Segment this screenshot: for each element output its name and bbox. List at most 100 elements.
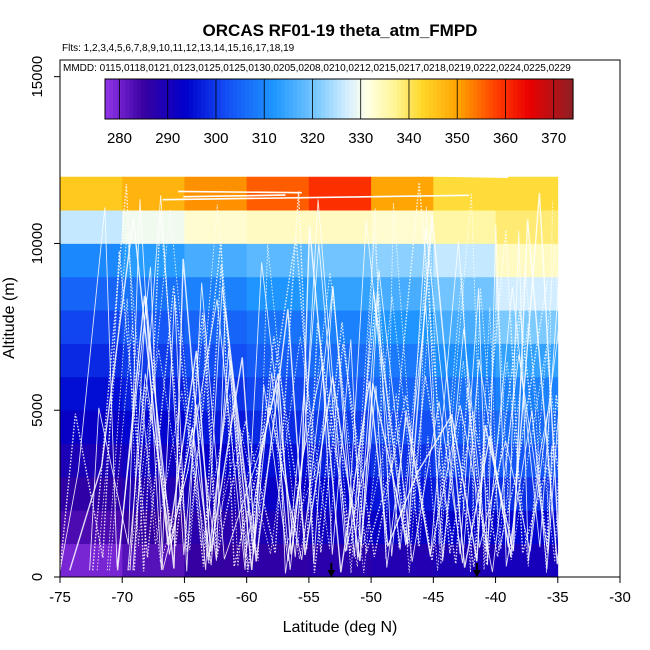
heatmap-cell (246, 210, 310, 244)
heatmap-cell (122, 176, 185, 211)
colorbar-segment (313, 79, 318, 119)
colorbar-segment (169, 79, 174, 119)
heatmap-cell (60, 276, 123, 311)
colorbar-segment (549, 79, 554, 119)
x-tick-label: -30 (609, 589, 631, 606)
colorbar-segment (441, 79, 446, 119)
colorbar-segment (345, 79, 350, 119)
colorbar-tick-label: 300 (203, 130, 228, 147)
heatmap-cell (308, 210, 372, 244)
colorbar-segment (465, 79, 470, 119)
colorbar-segment (205, 79, 210, 119)
heatmap-cell (495, 310, 559, 344)
colorbar-segment (265, 79, 270, 119)
flight-track (183, 194, 286, 198)
colorbar-segment (381, 79, 386, 119)
colorbar-segment (213, 79, 218, 119)
flight-tracks (59, 169, 594, 574)
colorbar-segment (109, 79, 114, 119)
colorbar-segment (133, 79, 138, 119)
flight-track (178, 190, 302, 194)
colorbar-segment (517, 79, 522, 119)
colorbar-segment (525, 79, 530, 119)
x-axis-label: Latitude (deg N) (283, 619, 398, 636)
y-axis: 0 5000 10000 15000 (29, 56, 60, 581)
colorbar-segment (469, 79, 474, 119)
colorbar-segment (289, 79, 294, 119)
colorbar-segment (141, 79, 146, 119)
heatmap-cell (371, 176, 434, 211)
colorbar-segment (409, 79, 414, 119)
colorbar-segment (541, 79, 546, 119)
colorbar-segment (197, 79, 202, 119)
colorbar-segment (497, 79, 502, 119)
colorbar-segment (257, 79, 262, 119)
heatmap-cell (433, 210, 496, 244)
colorbar-segment (481, 79, 486, 119)
colorbar-segment (437, 79, 442, 119)
colorbar-segment (349, 79, 354, 119)
colorbar-segment (385, 79, 390, 119)
colorbar-segment (429, 79, 434, 119)
colorbar-segment (545, 79, 550, 119)
flight-track (89, 180, 567, 574)
colorbar-segment (245, 79, 250, 119)
colorbar-segment (281, 79, 286, 119)
colorbar-segment (513, 79, 518, 119)
colorbar-segment (493, 79, 498, 119)
heatmap-cell (60, 543, 123, 578)
colorbar-segment (501, 79, 506, 119)
colorbar-segment (417, 79, 422, 119)
flight-track (59, 207, 553, 573)
colorbar-segment (305, 79, 310, 119)
flight-track (198, 170, 509, 178)
heatmap-cell (246, 243, 310, 278)
x-tick-label: -55 (298, 589, 320, 606)
colorbar-segment (353, 79, 358, 119)
colorbar-segment (185, 79, 190, 119)
x-tick-label: -65 (174, 589, 196, 606)
colorbar-segment (341, 79, 346, 119)
colorbar-segment (129, 79, 134, 119)
colorbar-segment (189, 79, 194, 119)
heatmap-cell (433, 176, 496, 211)
colorbar-segment (405, 79, 410, 119)
heatmap-cell (60, 410, 123, 444)
colorbar-segment (161, 79, 166, 119)
colorbar-segment (433, 79, 438, 119)
colorbar-segment (277, 79, 282, 119)
colorbar-segment (261, 79, 266, 119)
colorbar-segment (421, 79, 426, 119)
colorbar-tick-label: 370 (541, 130, 566, 147)
colorbar-segment (273, 79, 278, 119)
y-tick-label: 0 (29, 573, 46, 581)
colorbar-tick-label: 280 (107, 130, 132, 147)
colorbar-segment (509, 79, 514, 119)
colorbar-segment (485, 79, 490, 119)
colorbar-segment (209, 79, 214, 119)
y-axis-label: Altitude (m) (1, 277, 18, 359)
flight-base-marks (327, 563, 481, 577)
colorbar-segment (301, 79, 306, 119)
colorbar-segment (557, 79, 562, 119)
base-mark-arrow (327, 570, 336, 577)
colorbar-segment (453, 79, 458, 119)
flight-track (162, 194, 470, 201)
colorbar-segment (181, 79, 186, 119)
colorbar-segment (193, 79, 198, 119)
colorbar-segment (457, 79, 462, 119)
colorbar-segment (225, 79, 230, 119)
colorbar-segment (401, 79, 406, 119)
flight-track (116, 219, 594, 573)
flights-label: Flts: 1,2,3,4,5,6,7,8,9,10,11,12,13,14,1… (62, 43, 295, 54)
colorbar-segment (217, 79, 222, 119)
y-tick-label: 5000 (29, 394, 46, 427)
x-tick-label: -75 (49, 589, 71, 606)
colorbar-segment (521, 79, 526, 119)
flight-track (92, 184, 571, 572)
colorbar-segment (121, 79, 126, 119)
x-tick-label: -35 (547, 589, 569, 606)
colorbar-segment (309, 79, 314, 119)
colorbar-segment (317, 79, 322, 119)
colorbar-segment (221, 79, 226, 119)
